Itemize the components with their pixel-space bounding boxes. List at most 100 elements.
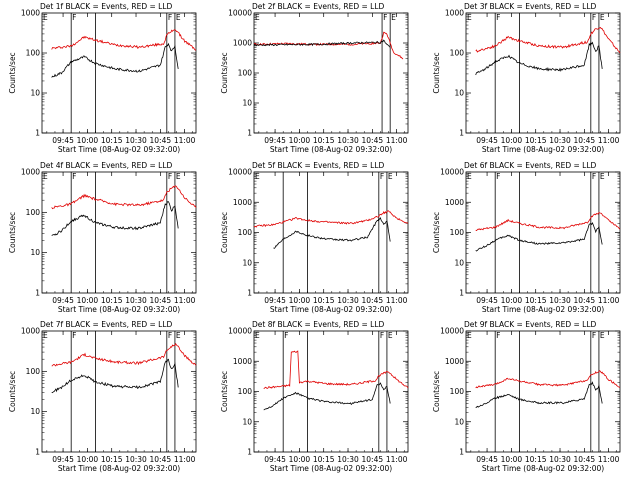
plot-frame — [41, 12, 197, 134]
marker-label-left: E — [43, 172, 48, 181]
x-tick-label: 09:45 — [52, 455, 74, 464]
detector-panel-1: Det 1f BLACK = Events, RED = LLD 1 10 100 10… — [8, 2, 197, 154]
time-marker-label: F — [380, 172, 384, 181]
time-marker-label: E — [600, 13, 605, 22]
x-axis-label: Start Time (08-Aug-02 09:32:00) — [482, 305, 604, 314]
marker-label-left: E — [255, 13, 260, 22]
x-tick-label: 10:00 — [501, 455, 523, 464]
x-tick-label: 10:00 — [77, 455, 99, 464]
x-axis-label: Start Time (08-Aug-02 09:32:00) — [270, 305, 392, 314]
time-marker-label: F — [592, 172, 596, 181]
events-series-line — [273, 216, 391, 249]
y-tick-label: 10000 — [228, 327, 252, 336]
y-axis-label: Counts/sec — [432, 52, 441, 93]
detector-panel-7: Det 7f BLACK = Events, RED = LLD 1 10 100 10… — [8, 320, 197, 473]
x-tick-label: 10:15 — [525, 455, 547, 464]
panel-title: Det 3f BLACK = Events, RED = LLD — [464, 2, 597, 11]
y-axis-label: Counts/sec — [220, 371, 229, 412]
x-tick-label: 10:15 — [525, 296, 547, 305]
x-tick-label: 10:00 — [77, 296, 99, 305]
y-tick-label: 10 — [454, 417, 464, 426]
x-axis-label: Start Time (08-Aug-02 09:32:00) — [270, 145, 392, 154]
y-axis-label: Counts/sec — [220, 52, 229, 93]
x-tick-label: 09:45 — [264, 455, 286, 464]
lld-series-line — [475, 370, 621, 389]
y-tick-label: 100 — [450, 228, 465, 237]
marker-label-left: E — [255, 331, 260, 340]
x-tick-label: 10:45 — [574, 136, 596, 145]
x-tick-label: 09:45 — [264, 136, 286, 145]
y-tick-label: 100 — [238, 69, 253, 78]
x-axis-label: Start Time (08-Aug-02 09:32:00) — [58, 145, 180, 154]
x-tick-label: 09:45 — [52, 136, 74, 145]
detector-panel-4: Det 4f BLACK = Events, RED = LLD 1 10 100 10… — [8, 161, 197, 314]
time-marker-label: F — [592, 13, 596, 22]
lld-series-line — [51, 342, 197, 367]
y-tick-label: 10000 — [440, 168, 464, 177]
y-tick-label: 1000 — [445, 198, 464, 207]
y-tick-label: 100 — [26, 208, 41, 217]
y-tick-label: 10 — [454, 258, 464, 267]
x-tick-label: 10:45 — [362, 296, 384, 305]
x-tick-label: 10:30 — [549, 136, 571, 145]
panel-title: Det 4f BLACK = Events, RED = LLD — [40, 161, 173, 170]
x-tick-label: 10:45 — [150, 455, 172, 464]
detector-panel-3: Det 3f BLACK = Events, RED = LLD 1 10 100 10… — [432, 2, 621, 154]
x-tick-label: 11:00 — [598, 136, 620, 145]
x-tick-label: 10:45 — [362, 136, 384, 145]
y-tick-label: 1 — [247, 289, 252, 298]
marker-label-left: E — [467, 13, 472, 22]
y-tick-label: 1000 — [21, 168, 40, 177]
x-tick-label: 10:00 — [289, 296, 311, 305]
y-tick-label: 100 — [26, 367, 41, 376]
x-tick-label: 10:30 — [337, 455, 359, 464]
x-tick-label: 09:45 — [476, 136, 498, 145]
lld-series-line — [51, 185, 197, 210]
x-tick-label: 09:45 — [52, 296, 74, 305]
plot-frame — [465, 171, 621, 294]
panel-title: Det 9f BLACK = Events, RED = LLD — [464, 320, 597, 329]
x-tick-label: 10:15 — [101, 296, 123, 305]
time-marker-label: F — [168, 13, 172, 22]
y-tick-label: 10000 — [440, 327, 464, 336]
time-marker-label: F — [72, 13, 76, 22]
lld-series-line — [475, 212, 621, 231]
x-tick-label: 11:00 — [174, 296, 196, 305]
y-tick-label: 1000 — [233, 198, 252, 207]
x-tick-label: 10:30 — [337, 296, 359, 305]
y-tick-label: 100 — [238, 387, 253, 396]
time-marker-label: E — [600, 172, 605, 181]
y-tick-label: 10 — [454, 89, 464, 98]
x-axis-label: Start Time (08-Aug-02 09:32:00) — [58, 464, 180, 473]
time-marker-label: E — [176, 13, 181, 22]
x-axis-label: Start Time (08-Aug-02 09:32:00) — [270, 464, 392, 473]
time-marker-label: F — [496, 331, 500, 340]
panel-title: Det 2f BLACK = Events, RED = LLD — [252, 2, 385, 11]
time-marker-label: F — [168, 172, 172, 181]
events-series-line — [253, 39, 391, 48]
events-series-line — [51, 358, 179, 394]
panel-title: Det 8f BLACK = Events, RED = LLD — [252, 320, 385, 329]
time-marker-label: E — [600, 331, 605, 340]
y-tick-label: 1 — [459, 129, 464, 138]
lld-series-line — [51, 29, 197, 51]
x-tick-label: 10:30 — [549, 296, 571, 305]
events-series-line — [51, 42, 179, 78]
y-tick-label: 100 — [450, 49, 465, 58]
y-axis-label: Counts/sec — [8, 52, 17, 93]
x-tick-label: 10:45 — [150, 136, 172, 145]
y-tick-label: 10 — [30, 89, 40, 98]
x-tick-label: 10:15 — [525, 136, 547, 145]
x-tick-label: 10:00 — [289, 455, 311, 464]
y-tick-label: 10 — [30, 407, 40, 416]
x-tick-label: 11:00 — [598, 455, 620, 464]
y-tick-label: 1000 — [21, 327, 40, 336]
x-tick-label: 11:00 — [174, 136, 196, 145]
x-axis-label: Start Time (08-Aug-02 09:32:00) — [482, 145, 604, 154]
y-tick-label: 1 — [247, 129, 252, 138]
x-tick-label: 10:00 — [77, 136, 99, 145]
panel-title: Det 1f BLACK = Events, RED = LLD — [40, 2, 173, 11]
x-tick-label: 10:00 — [501, 296, 523, 305]
